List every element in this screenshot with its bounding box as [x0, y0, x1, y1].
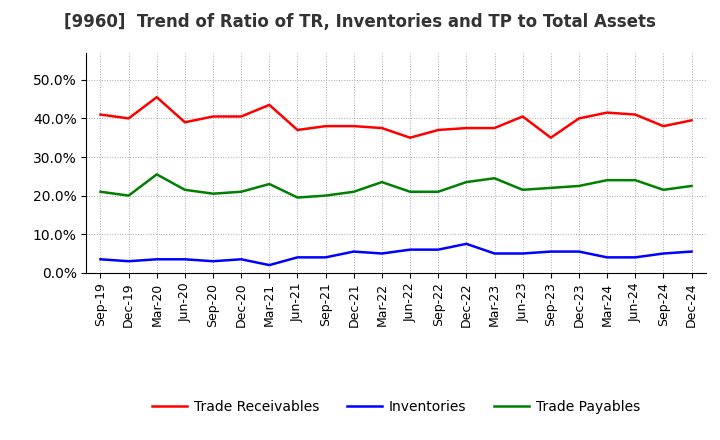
- Trade Receivables: [293, 127, 302, 132]
- Trade Payables: [237, 189, 246, 194]
- Inventories: [125, 259, 133, 264]
- Trade Payables: [518, 187, 527, 192]
- Line: Trade Receivables: Trade Receivables: [101, 97, 691, 138]
- Inventories: [687, 249, 696, 254]
- Inventories: [321, 255, 330, 260]
- Trade Receivables: [518, 114, 527, 119]
- Line: Trade Payables: Trade Payables: [101, 174, 691, 198]
- Trade Receivables: [349, 124, 358, 129]
- Trade Receivables: [462, 125, 471, 131]
- Trade Payables: [349, 189, 358, 194]
- Inventories: [96, 257, 105, 262]
- Trade Payables: [434, 189, 443, 194]
- Inventories: [490, 251, 499, 256]
- Trade Receivables: [181, 120, 189, 125]
- Inventories: [349, 249, 358, 254]
- Trade Receivables: [434, 127, 443, 132]
- Trade Receivables: [406, 135, 415, 140]
- Inventories: [603, 255, 611, 260]
- Inventories: [237, 257, 246, 262]
- Trade Payables: [603, 177, 611, 183]
- Trade Payables: [687, 183, 696, 189]
- Inventories: [546, 249, 555, 254]
- Trade Payables: [490, 176, 499, 181]
- Trade Payables: [293, 195, 302, 200]
- Trade Payables: [181, 187, 189, 192]
- Trade Payables: [265, 181, 274, 187]
- Inventories: [293, 255, 302, 260]
- Trade Payables: [631, 177, 639, 183]
- Trade Receivables: [603, 110, 611, 115]
- Inventories: [181, 257, 189, 262]
- Inventories: [209, 259, 217, 264]
- Trade Payables: [659, 187, 667, 192]
- Trade Receivables: [237, 114, 246, 119]
- Trade Receivables: [321, 124, 330, 129]
- Trade Receivables: [125, 116, 133, 121]
- Trade Receivables: [546, 135, 555, 140]
- Inventories: [265, 262, 274, 268]
- Trade Receivables: [96, 112, 105, 117]
- Text: [9960]  Trend of Ratio of TR, Inventories and TP to Total Assets: [9960] Trend of Ratio of TR, Inventories…: [64, 13, 656, 31]
- Trade Receivables: [265, 102, 274, 107]
- Inventories: [406, 247, 415, 252]
- Trade Payables: [575, 183, 583, 189]
- Trade Receivables: [490, 125, 499, 131]
- Trade Payables: [153, 172, 161, 177]
- Trade Receivables: [631, 112, 639, 117]
- Inventories: [462, 241, 471, 246]
- Inventories: [575, 249, 583, 254]
- Trade Receivables: [209, 114, 217, 119]
- Trade Payables: [125, 193, 133, 198]
- Trade Payables: [377, 180, 386, 185]
- Inventories: [518, 251, 527, 256]
- Trade Receivables: [659, 124, 667, 129]
- Inventories: [377, 251, 386, 256]
- Trade Payables: [462, 180, 471, 185]
- Trade Receivables: [687, 118, 696, 123]
- Trade Payables: [546, 185, 555, 191]
- Trade Receivables: [153, 95, 161, 100]
- Trade Payables: [321, 193, 330, 198]
- Inventories: [659, 251, 667, 256]
- Line: Inventories: Inventories: [101, 244, 691, 265]
- Trade Receivables: [575, 116, 583, 121]
- Inventories: [153, 257, 161, 262]
- Legend: Trade Receivables, Inventories, Trade Payables: Trade Receivables, Inventories, Trade Pa…: [147, 394, 645, 419]
- Trade Payables: [96, 189, 105, 194]
- Trade Receivables: [377, 125, 386, 131]
- Inventories: [631, 255, 639, 260]
- Trade Payables: [209, 191, 217, 196]
- Inventories: [434, 247, 443, 252]
- Trade Payables: [406, 189, 415, 194]
